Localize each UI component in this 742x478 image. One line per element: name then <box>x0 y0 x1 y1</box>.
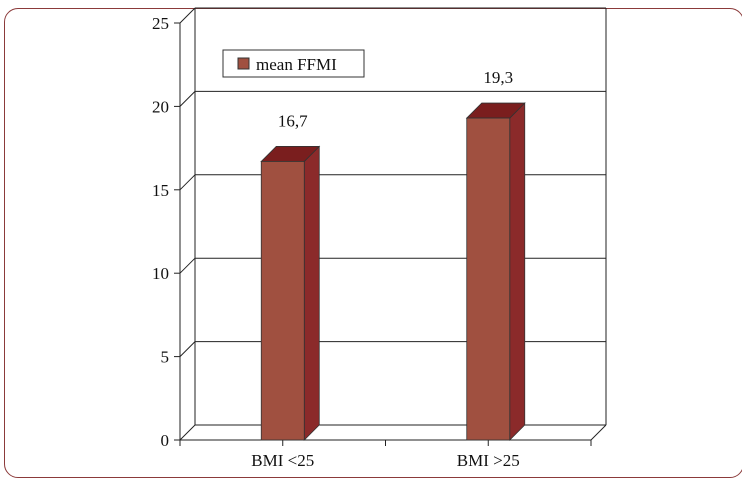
data-label: 19,3 <box>483 68 513 87</box>
labels: 0 5 10 15 20 25 16,7 BMI <25 19,3 BMI >25 <box>152 14 520 470</box>
y-tick-label: 20 <box>152 97 169 116</box>
data-label: 16,7 <box>278 111 308 130</box>
category-label: BMI <25 <box>251 451 314 470</box>
gridline-diag-15 <box>179 174 196 191</box>
gridline-diag-25 <box>179 7 196 24</box>
y-tick-label: 5 <box>161 348 170 367</box>
bar-1 <box>465 102 526 441</box>
y-tick-label: 10 <box>152 264 169 283</box>
bar-front <box>466 117 511 441</box>
y-tick-label: 25 <box>152 14 169 33</box>
bars <box>260 102 526 441</box>
gridline-diag-10 <box>179 257 196 274</box>
y-tick-label: 0 <box>161 431 170 450</box>
bar-side <box>303 145 320 441</box>
bar-side <box>509 102 526 441</box>
gridline-diag-20 <box>179 91 196 107</box>
bar-front <box>260 161 305 441</box>
gridline-diag-5 <box>179 341 196 357</box>
y-tick-label: 15 <box>152 181 169 200</box>
category-label: BMI >25 <box>457 451 520 470</box>
bar-0 <box>260 145 321 441</box>
legend-swatch <box>237 57 250 70</box>
legend: mean FFMI <box>222 49 365 78</box>
legend-label: mean FFMI <box>256 55 337 74</box>
axes <box>174 8 607 446</box>
floor-right-edge <box>590 424 607 441</box>
gridline-diag-0 <box>179 424 196 441</box>
